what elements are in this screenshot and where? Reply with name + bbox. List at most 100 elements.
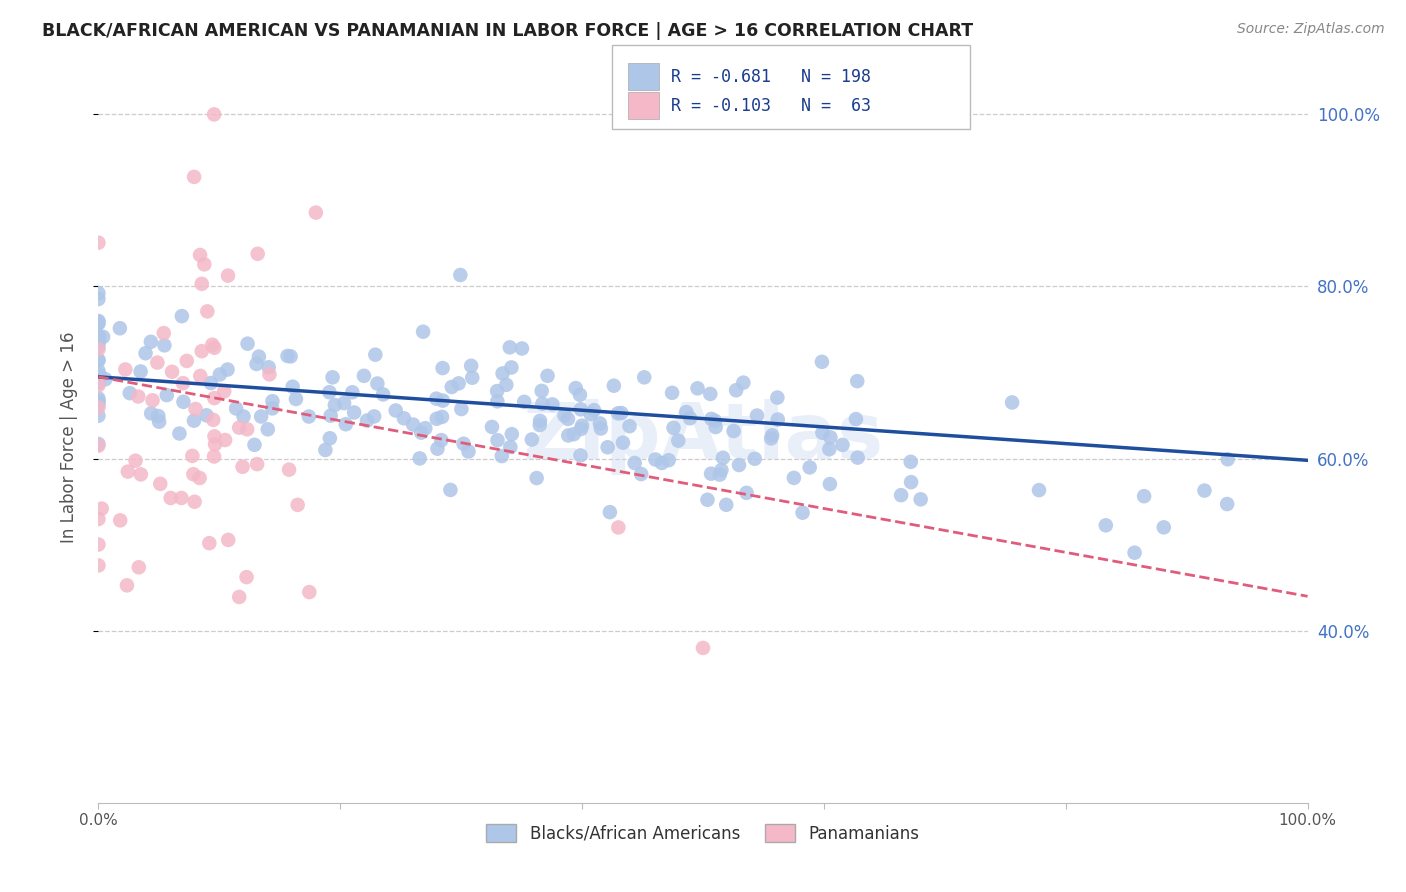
- Point: [612, 435, 634, 450]
- Point: [541, 397, 564, 411]
- Point: [513, 395, 536, 409]
- Point: [323, 398, 346, 412]
- Point: [846, 374, 869, 388]
- Point: [148, 409, 170, 423]
- Point: [204, 437, 226, 451]
- Point: [204, 429, 226, 443]
- Point: [87, 537, 110, 551]
- Point: [450, 402, 472, 417]
- Point: [596, 440, 619, 454]
- Point: [569, 422, 592, 436]
- Y-axis label: In Labor Force | Age > 16: In Labor Force | Age > 16: [59, 331, 77, 543]
- Point: [231, 459, 253, 474]
- Point: [710, 463, 733, 477]
- Point: [610, 406, 633, 420]
- Point: [491, 367, 513, 381]
- Point: [589, 421, 612, 435]
- Point: [108, 513, 131, 527]
- Point: [658, 453, 681, 467]
- Point: [890, 488, 912, 502]
- Point: [257, 360, 280, 375]
- Point: [440, 380, 463, 394]
- Point: [87, 317, 110, 331]
- Point: [127, 389, 149, 403]
- Point: [761, 428, 783, 442]
- Point: [87, 315, 110, 329]
- Point: [333, 396, 356, 410]
- Point: [108, 321, 131, 335]
- Point: [124, 453, 146, 467]
- Text: Source: ZipAtlas.com: Source: ZipAtlas.com: [1237, 22, 1385, 37]
- Point: [217, 268, 239, 283]
- Point: [499, 340, 522, 354]
- Point: [214, 433, 236, 447]
- Point: [411, 425, 433, 440]
- Point: [342, 385, 364, 400]
- Point: [686, 381, 709, 395]
- Point: [1216, 497, 1239, 511]
- Point: [831, 438, 853, 452]
- Point: [314, 442, 336, 457]
- Text: R = -0.681   N = 198: R = -0.681 N = 198: [671, 68, 870, 86]
- Point: [499, 440, 522, 454]
- Point: [661, 385, 683, 400]
- Point: [139, 334, 162, 349]
- Point: [259, 368, 281, 382]
- Point: [193, 257, 215, 271]
- Point: [530, 384, 553, 398]
- Point: [356, 413, 378, 427]
- Point: [799, 460, 821, 475]
- Point: [195, 409, 218, 423]
- Point: [87, 286, 110, 301]
- Point: [486, 384, 509, 398]
- Point: [243, 438, 266, 452]
- Point: [366, 376, 388, 391]
- Point: [696, 492, 718, 507]
- Point: [486, 394, 509, 409]
- Point: [183, 414, 205, 428]
- Point: [633, 370, 655, 384]
- Point: [245, 357, 267, 371]
- Point: [783, 471, 806, 485]
- Point: [87, 340, 110, 354]
- Point: [846, 450, 869, 465]
- Point: [170, 309, 193, 323]
- Point: [236, 422, 259, 436]
- Legend: Blacks/African Americans, Panamanians: Blacks/African Americans, Panamanians: [479, 818, 927, 849]
- Point: [183, 169, 205, 184]
- Point: [571, 418, 593, 433]
- Point: [152, 326, 174, 340]
- Point: [232, 409, 254, 424]
- Point: [704, 420, 727, 434]
- Point: [202, 341, 225, 355]
- Point: [426, 411, 449, 425]
- Point: [278, 463, 301, 477]
- Point: [699, 387, 721, 401]
- Point: [486, 434, 509, 448]
- Point: [373, 387, 395, 401]
- Point: [700, 467, 723, 481]
- Point: [202, 450, 225, 464]
- Point: [87, 439, 110, 453]
- Point: [1094, 518, 1116, 533]
- Point: [305, 205, 328, 219]
- Point: [1194, 483, 1216, 498]
- Point: [716, 498, 738, 512]
- Point: [319, 431, 342, 445]
- Point: [280, 350, 302, 364]
- Point: [457, 444, 479, 458]
- Point: [568, 388, 591, 402]
- Point: [1123, 546, 1146, 560]
- Point: [557, 412, 579, 426]
- Point: [87, 353, 110, 368]
- Point: [845, 412, 868, 426]
- Point: [432, 361, 454, 376]
- Point: [90, 501, 112, 516]
- Point: [135, 346, 157, 360]
- Point: [298, 585, 321, 599]
- Point: [94, 372, 117, 386]
- Point: [728, 458, 751, 472]
- Point: [202, 413, 225, 427]
- Point: [87, 335, 110, 350]
- Point: [623, 456, 645, 470]
